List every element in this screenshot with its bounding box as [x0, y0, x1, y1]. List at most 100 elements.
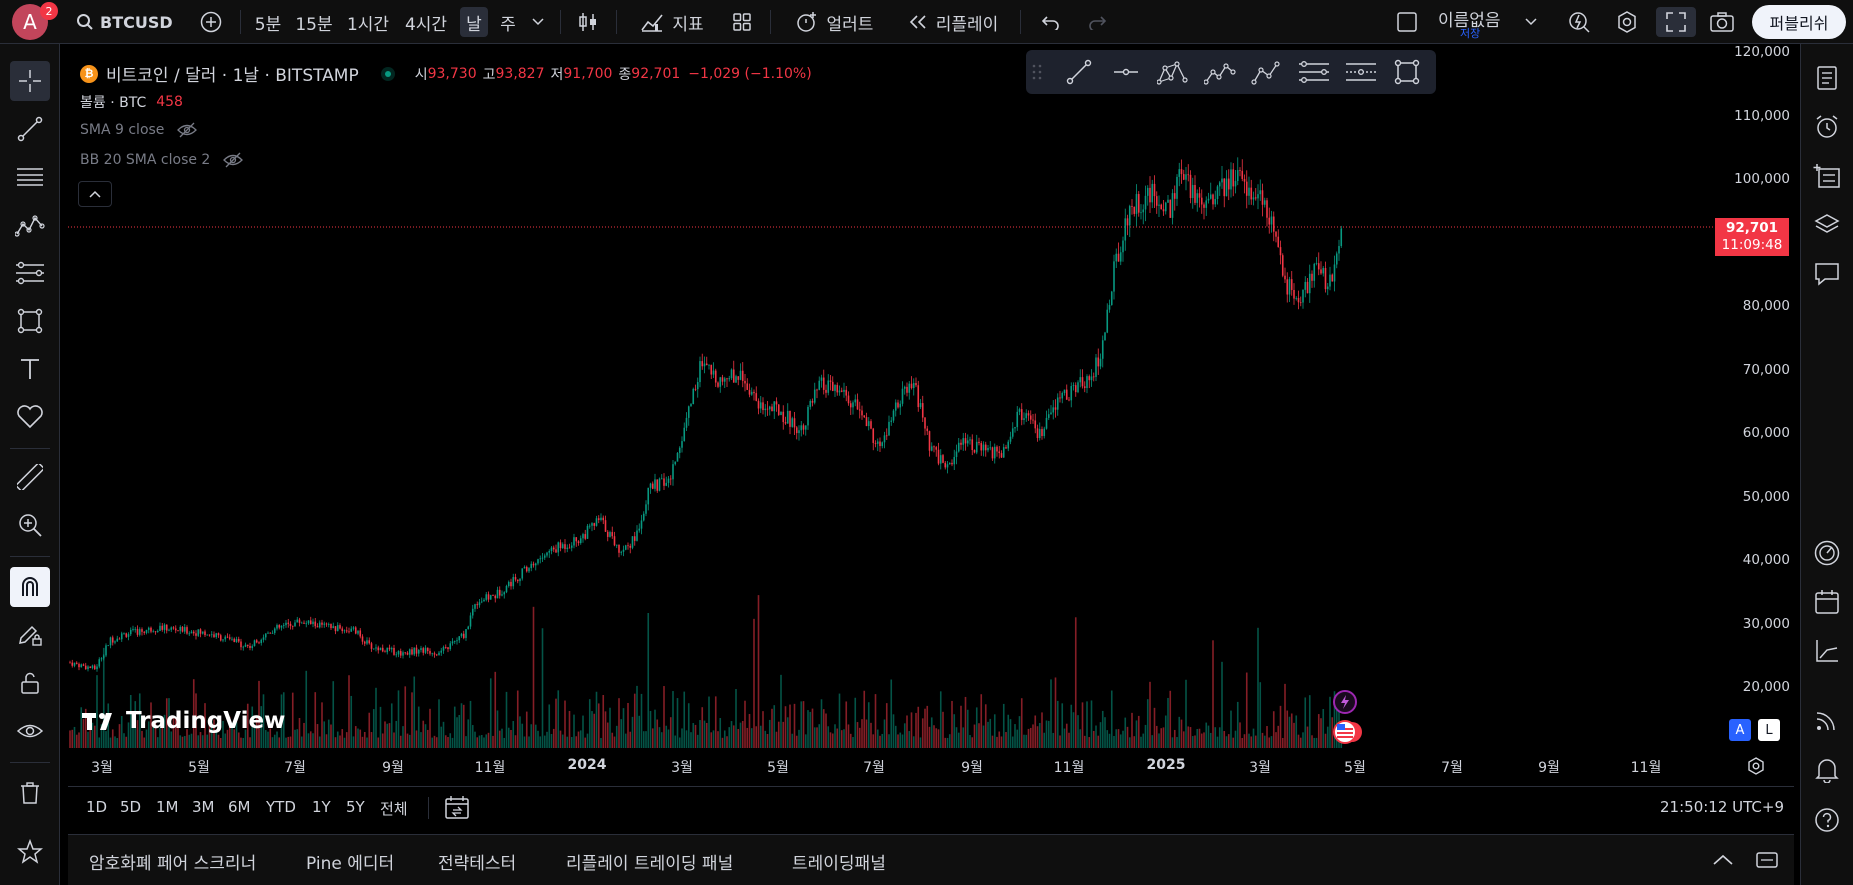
high-value: 93,827 — [495, 65, 545, 82]
quick-search-button[interactable] — [1562, 7, 1596, 37]
undo-button[interactable] — [1034, 7, 1068, 37]
log-scale-button[interactable]: L — [1758, 719, 1780, 741]
tab-trading-panel[interactable]: 트레이딩패널 — [792, 854, 886, 874]
stay-in-drawing-tool[interactable] — [10, 615, 50, 655]
chart-pane[interactable] — [68, 48, 1794, 784]
drag-handle[interactable] — [1032, 64, 1042, 80]
expand-panel-button[interactable] — [1710, 847, 1736, 873]
legend-sma[interactable]: SMA 9 close — [80, 122, 198, 138]
object-tree-button[interactable] — [1807, 205, 1847, 245]
price-axis[interactable] — [1714, 48, 1794, 748]
text-tool[interactable] — [10, 349, 50, 389]
tradingview-logo-icon — [82, 710, 120, 732]
zoom-tool[interactable] — [10, 505, 50, 545]
collapse-legend-button[interactable] — [78, 181, 112, 207]
maximize-panel-button[interactable] — [1754, 847, 1780, 873]
technicals-button[interactable] — [1807, 533, 1847, 573]
interval-5m[interactable]: 5분 — [254, 14, 282, 35]
range-1d[interactable]: 1D — [86, 798, 108, 816]
chart-type-button[interactable] — [570, 7, 606, 37]
rectangle-quick-tool[interactable] — [1390, 56, 1424, 88]
range-1y[interactable]: 1Y — [312, 798, 331, 816]
favorites-tool[interactable] — [10, 832, 50, 872]
interval-15m[interactable]: 15분 — [295, 14, 333, 35]
tab-strategy-tester[interactable]: 전략테스터 — [438, 854, 517, 874]
chat-button[interactable] — [1807, 254, 1847, 294]
measure-tool[interactable] — [10, 457, 50, 497]
dividend-event-marker[interactable] — [1333, 690, 1357, 714]
clock-timezone[interactable]: 21:50:12 UTC+9 — [1660, 798, 1784, 816]
crosshair-tool[interactable] — [10, 61, 50, 101]
layout-dropdown[interactable] — [1520, 7, 1542, 37]
forecast-quick-tool[interactable] — [1344, 56, 1378, 88]
tab-replay-trading-panel[interactable]: 리플레이 트레이딩 패널 — [566, 854, 734, 874]
compare-symbol-button[interactable] — [196, 7, 226, 37]
trend-line-quick-tool[interactable] — [1062, 56, 1096, 88]
forecast-tool[interactable] — [10, 253, 50, 293]
multi-layout-button[interactable] — [1392, 7, 1422, 37]
elliott-wave-quick-tool[interactable] — [1203, 56, 1237, 88]
tab-crypto-screener[interactable]: 암호화폐 페어 스크리너 — [89, 854, 257, 874]
trend-line-tool[interactable] — [10, 109, 50, 149]
publish-button[interactable]: 퍼블리쉬 — [1752, 5, 1846, 39]
axis-settings-button[interactable] — [1746, 756, 1766, 776]
go-to-date-button[interactable] — [444, 795, 470, 821]
chart-analysis-button[interactable] — [1807, 631, 1847, 671]
range-all[interactable]: 전체 — [380, 800, 408, 818]
settings-button[interactable] — [1610, 7, 1644, 37]
symbol-title[interactable]: 비트코인 / 달러 · 1날 · BITSTAMP — [106, 66, 359, 86]
fib-tool[interactable] — [10, 157, 50, 197]
alert-button[interactable]: 얼러트 — [784, 7, 884, 37]
tab-pine-editor[interactable]: Pine 에디터 — [306, 854, 395, 874]
icons-tool[interactable] — [10, 397, 50, 437]
indicators-button[interactable]: 지표 — [632, 7, 712, 37]
shapes-tool[interactable] — [10, 301, 50, 341]
data-window-button[interactable] — [1807, 156, 1847, 196]
economic-event-marker[interactable] — [1333, 720, 1363, 744]
legend-volume[interactable]: 볼륨 · BTC 458 — [80, 92, 183, 112]
range-3m[interactable]: 3M — [192, 798, 215, 816]
notifications-button[interactable] — [1807, 750, 1847, 790]
interval-dropdown[interactable] — [526, 7, 550, 37]
range-5y[interactable]: 5Y — [346, 798, 365, 816]
symbol-search-button[interactable]: BTCUSD — [76, 7, 176, 37]
eye-off-icon[interactable] — [222, 152, 244, 168]
watchlist-button[interactable] — [1807, 58, 1847, 98]
remove-drawings-tool[interactable] — [10, 773, 50, 813]
legend-bb[interactable]: BB 20 SMA close 2 — [80, 152, 244, 168]
layout-name-button[interactable]: 이름없음 저장 — [1436, 3, 1536, 41]
alerts-button[interactable] — [1807, 107, 1847, 147]
position-quick-tool[interactable] — [1297, 56, 1331, 88]
news-stream-button[interactable] — [1807, 700, 1847, 740]
long-position-icon — [1298, 59, 1330, 85]
eye-off-icon[interactable] — [176, 122, 198, 138]
magnet-mode-tool[interactable] — [10, 567, 50, 607]
horizontal-ray-quick-tool[interactable] — [1109, 56, 1143, 88]
time-axis[interactable] — [68, 748, 1714, 784]
replay-label: 리플레이 — [935, 14, 999, 35]
interval-1h[interactable]: 1시간 — [346, 14, 390, 35]
interval-4h[interactable]: 4시간 — [404, 14, 448, 35]
volume-value: 458 — [156, 94, 183, 110]
replay-button[interactable]: 리플레이 — [898, 7, 1008, 37]
templates-button[interactable] — [724, 7, 760, 37]
interval-1w[interactable]: 주 — [500, 14, 516, 35]
screenshot-button[interactable] — [1704, 7, 1740, 37]
range-6m[interactable]: 6M — [228, 798, 251, 816]
pattern-quick-tool[interactable] — [1156, 56, 1190, 88]
abcd-quick-tool[interactable] — [1250, 56, 1284, 88]
candles-icon — [577, 11, 599, 33]
range-1m[interactable]: 1M — [156, 798, 179, 816]
fullscreen-button[interactable] — [1656, 7, 1696, 37]
auto-scale-button[interactable]: A — [1729, 719, 1751, 741]
help-button[interactable] — [1807, 800, 1847, 840]
interval-1d[interactable]: 날 — [460, 7, 488, 37]
calendar-button[interactable] — [1807, 582, 1847, 622]
market-status-icon[interactable] — [380, 66, 395, 81]
hide-drawings-tool[interactable] — [10, 711, 50, 751]
redo-button[interactable] — [1080, 7, 1114, 37]
range-5d[interactable]: 5D — [120, 798, 142, 816]
pattern-tool[interactable] — [10, 205, 50, 245]
range-ytd[interactable]: YTD — [266, 798, 296, 816]
lock-drawings-tool[interactable] — [10, 663, 50, 703]
